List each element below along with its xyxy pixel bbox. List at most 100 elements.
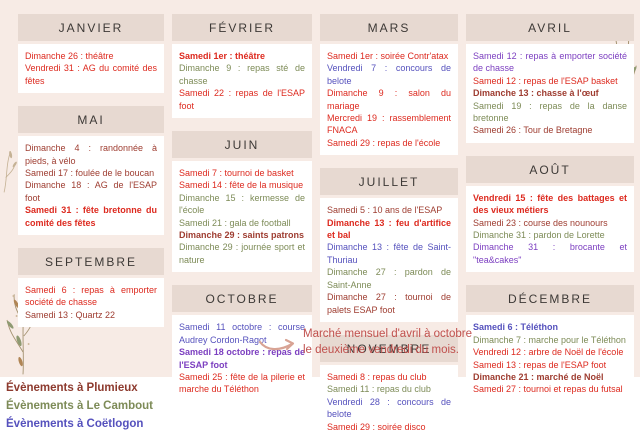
event-item: Dimanche 9 : repas sté de chasse xyxy=(179,63,305,86)
legend-item: Évènements à Plumieux xyxy=(6,382,138,394)
event-item: Samedi 8 : repas du club xyxy=(327,371,427,382)
event-item: Samedi 14 : fête de la musique xyxy=(179,180,304,191)
calendar-column-4: AVRIL Samedi 12 : repas à emporter sociét… xyxy=(466,14,634,439)
event-item: Dimanche 13 : chasse à l'œuf xyxy=(473,88,599,99)
events-box-juin: Samedi 7 : tournoi de basket Samedi 14 : … xyxy=(172,161,312,273)
events-box-septembre: Samedi 6 : repas à emporter société de c… xyxy=(18,278,164,328)
month-panel-juillet: JUILLET Samedi 5 : 10 ans de l'ESAP Dimanc… xyxy=(320,168,458,322)
event-item: Dimanche 29 : saints patrons xyxy=(179,230,305,241)
event-item: Dimanche 29 : journée sport et nature xyxy=(179,242,305,265)
event-item: Samedi 1er : soirée Contr'atax xyxy=(327,51,449,61)
event-item: Vendredi 12 : arbre de Noël de l'école xyxy=(473,347,624,358)
month-panel-decembre: DÉCEMBRE Samedi 6 : Téléthon Dimanche 7 : … xyxy=(466,285,634,402)
month-panel-mai: MAI Dimanche 4 : randonnée à pieds, à vél… xyxy=(18,106,164,236)
event-item: Vendredi 15 : fête des battages et des v… xyxy=(473,192,627,216)
event-item: Dimanche 4 : randonnée à pieds, à vélo xyxy=(25,143,157,166)
events-box-fevrier: Samedi 1er : théâtre Dimanche 9 : repas s… xyxy=(172,44,312,119)
month-title-avril: AVRIL xyxy=(466,14,634,41)
event-item: Samedi 12 : repas de l'ESAP basket xyxy=(473,75,618,86)
calendar-grid: JANVIER Dimanche 26 : théâtre Vendredi 31 … xyxy=(18,14,634,439)
event-item: Samedi 29 : soirée disco xyxy=(327,421,426,432)
event-item: Samedi 31 : fête bretonne du comité des … xyxy=(25,205,157,228)
event-item: Samedi 6 : Téléthon xyxy=(473,322,559,333)
legend: Évènements à Plumieux Évènements à Le Cam… xyxy=(6,381,153,435)
event-item: Mercredi 19 : rassemblement FNACA xyxy=(327,113,451,136)
legend-item: Évènements à Coëtlogon xyxy=(6,417,144,430)
event-item: Dimanche 13 : feu d'artifice et bal xyxy=(327,217,451,241)
monthly-market-note: Marché mensuel d'avril à octobre le deux… xyxy=(303,326,488,358)
event-item: Samedi 1er : théâtre xyxy=(179,51,266,61)
event-item: Dimanche 21 : marché de Noël xyxy=(473,371,604,382)
month-panel-novembre: NOVEMBRE Samedi 8 : repas du club Samedi 1… xyxy=(320,334,458,439)
event-item: Samedi 21 : gala de football xyxy=(179,217,291,228)
events-box-juillet: Samedi 5 : 10 ans de l'ESAP Dimanche 13 :… xyxy=(320,198,458,322)
month-panel-aout: AOÛT Vendredi 15 : fête des battages et d… xyxy=(466,155,634,273)
month-title-fevrier: FÉVRIER xyxy=(172,14,312,41)
month-title-aout: AOÛT xyxy=(466,155,634,183)
event-item: Samedi 13 : repas de l'ESAP foot xyxy=(473,359,607,370)
event-item: Dimanche 31 : brocante et "tea&cakes" xyxy=(473,242,627,265)
month-panel-avril: AVRIL Samedi 12 : repas à emporter sociét… xyxy=(466,14,634,143)
event-item: Samedi 18 octobre : repas de l'ESAP foot xyxy=(179,347,305,370)
month-panel-janvier: JANVIER Dimanche 26 : théâtre Vendredi 31 … xyxy=(18,14,164,94)
event-item: Samedi 29 : repas de l'école xyxy=(327,137,441,148)
event-item: Dimanche 27 : tournoi de palets ESAP foo… xyxy=(327,292,451,315)
event-item: Vendredi 7 : concours de belote xyxy=(327,63,451,86)
month-title-novembre: NOVEMBRE xyxy=(320,334,458,362)
event-item: Vendredi 31 : AG du comité des fêtes xyxy=(25,63,157,86)
month-title-juillet: JUILLET xyxy=(320,168,458,196)
calendar-column-3: MARS Samedi 1er : soirée Contr'atax Vendre… xyxy=(320,14,458,439)
event-item: Samedi 11 : repas du club xyxy=(327,384,431,395)
event-item: Samedi 22 : repas de l'ESAP foot xyxy=(179,88,305,111)
event-item: Samedi 7 : tournoi de basket xyxy=(179,168,294,179)
month-title-mai: MAI xyxy=(18,106,164,134)
event-item: Dimanche 31 : pardon de Lorette xyxy=(473,230,605,241)
month-title-decembre: DÉCEMBRE xyxy=(466,285,634,313)
event-item: Samedi 5 : 10 ans de l'ESAP xyxy=(327,205,443,216)
month-title-juin: JUIN xyxy=(172,131,312,159)
calendar-column-2: FÉVRIER Samedi 1er : théâtre Dimanche 9 : … xyxy=(172,14,312,439)
event-item: Samedi 12 : repas à emporter société de … xyxy=(473,51,627,74)
event-item: Samedi 13 : Quartz 22 xyxy=(25,309,116,320)
month-title-septembre: SEPTEMBRE xyxy=(18,248,164,276)
event-item: Dimanche 15 : kermesse de l'école xyxy=(179,192,305,216)
month-title-octobre: OCTOBRE xyxy=(172,285,312,313)
event-item: Samedi 11 octobre : course Audrey Cordon… xyxy=(179,322,305,345)
event-item: Samedi 19 : repas de la danse bretonne xyxy=(473,100,627,124)
events-box-octobre: Samedi 11 octobre : course Audrey Cordon… xyxy=(172,315,312,402)
event-item: Dimanche 7 : marche pour le Téléthon xyxy=(473,334,626,345)
events-box-avril: Samedi 12 : repas à emporter société de … xyxy=(466,44,634,143)
month-title-janvier: JANVIER xyxy=(18,14,164,41)
event-item: Samedi 17 : foulée de le boucan xyxy=(25,168,155,179)
curved-arrow-icon xyxy=(258,338,295,351)
month-panel-mars: MARS Samedi 1er : soirée Contr'atax Vendre… xyxy=(320,14,458,156)
month-panel-fevrier: FÉVRIER Samedi 1er : théâtre Dimanche 9 : … xyxy=(172,14,312,119)
events-box-janvier: Dimanche 26 : théâtre Vendredi 31 : AG du… xyxy=(18,44,164,94)
event-item: Samedi 26 : Tour de Bretagne xyxy=(473,125,593,136)
events-box-aout: Vendredi 15 : fête des battages et des v… xyxy=(466,185,634,273)
event-item: Dimanche 27 : pardon de Saint-Anne xyxy=(327,267,451,290)
event-item: Vendredi 28 : concours de belote xyxy=(327,396,451,420)
note-line-2: le deuxième vendredi du mois. xyxy=(303,344,459,357)
event-item: Dimanche 18 : AG de l'ESAP foot xyxy=(25,180,157,203)
calendar-column-1: JANVIER Dimanche 26 : théâtre Vendredi 31 … xyxy=(18,14,164,439)
event-item: Dimanche 26 : théâtre xyxy=(25,51,114,61)
legend-item: Évènements à Le Cambout xyxy=(6,399,153,412)
events-box-novembre: Samedi 8 : repas du club Samedi 11 : repa… xyxy=(320,364,458,439)
month-panel-juin: JUIN Samedi 7 : tournoi de basket Samedi 1… xyxy=(172,131,312,273)
events-box-decembre: Samedi 6 : Téléthon Dimanche 7 : marche p… xyxy=(466,315,634,402)
branch-sprig-small-icon xyxy=(3,150,17,193)
month-title-mars: MARS xyxy=(320,14,458,41)
event-item: Samedi 23 : course des nounours xyxy=(473,217,608,228)
events-box-mars: Samedi 1er : soirée Contr'atax Vendredi 7… xyxy=(320,44,458,156)
note-line-1: Marché mensuel d'avril à octobre xyxy=(303,328,473,340)
month-panel-septembre: SEPTEMBRE Samedi 6 : repas à emporter soc… xyxy=(18,248,164,328)
event-item: Samedi 25 : fête de la pilerie et marche… xyxy=(179,371,305,395)
event-item: Dimanche 13 : fête de Saint-Thuriau xyxy=(327,242,451,265)
events-box-mai: Dimanche 4 : randonnée à pieds, à vélo Sa… xyxy=(18,136,164,236)
month-panel-octobre: OCTOBRE Samedi 11 octobre : course Audrey… xyxy=(172,285,312,402)
event-item: Dimanche 9 : salon du mariage xyxy=(327,88,451,111)
event-item: Samedi 27 : tournoi et repas du futsal xyxy=(473,384,623,395)
